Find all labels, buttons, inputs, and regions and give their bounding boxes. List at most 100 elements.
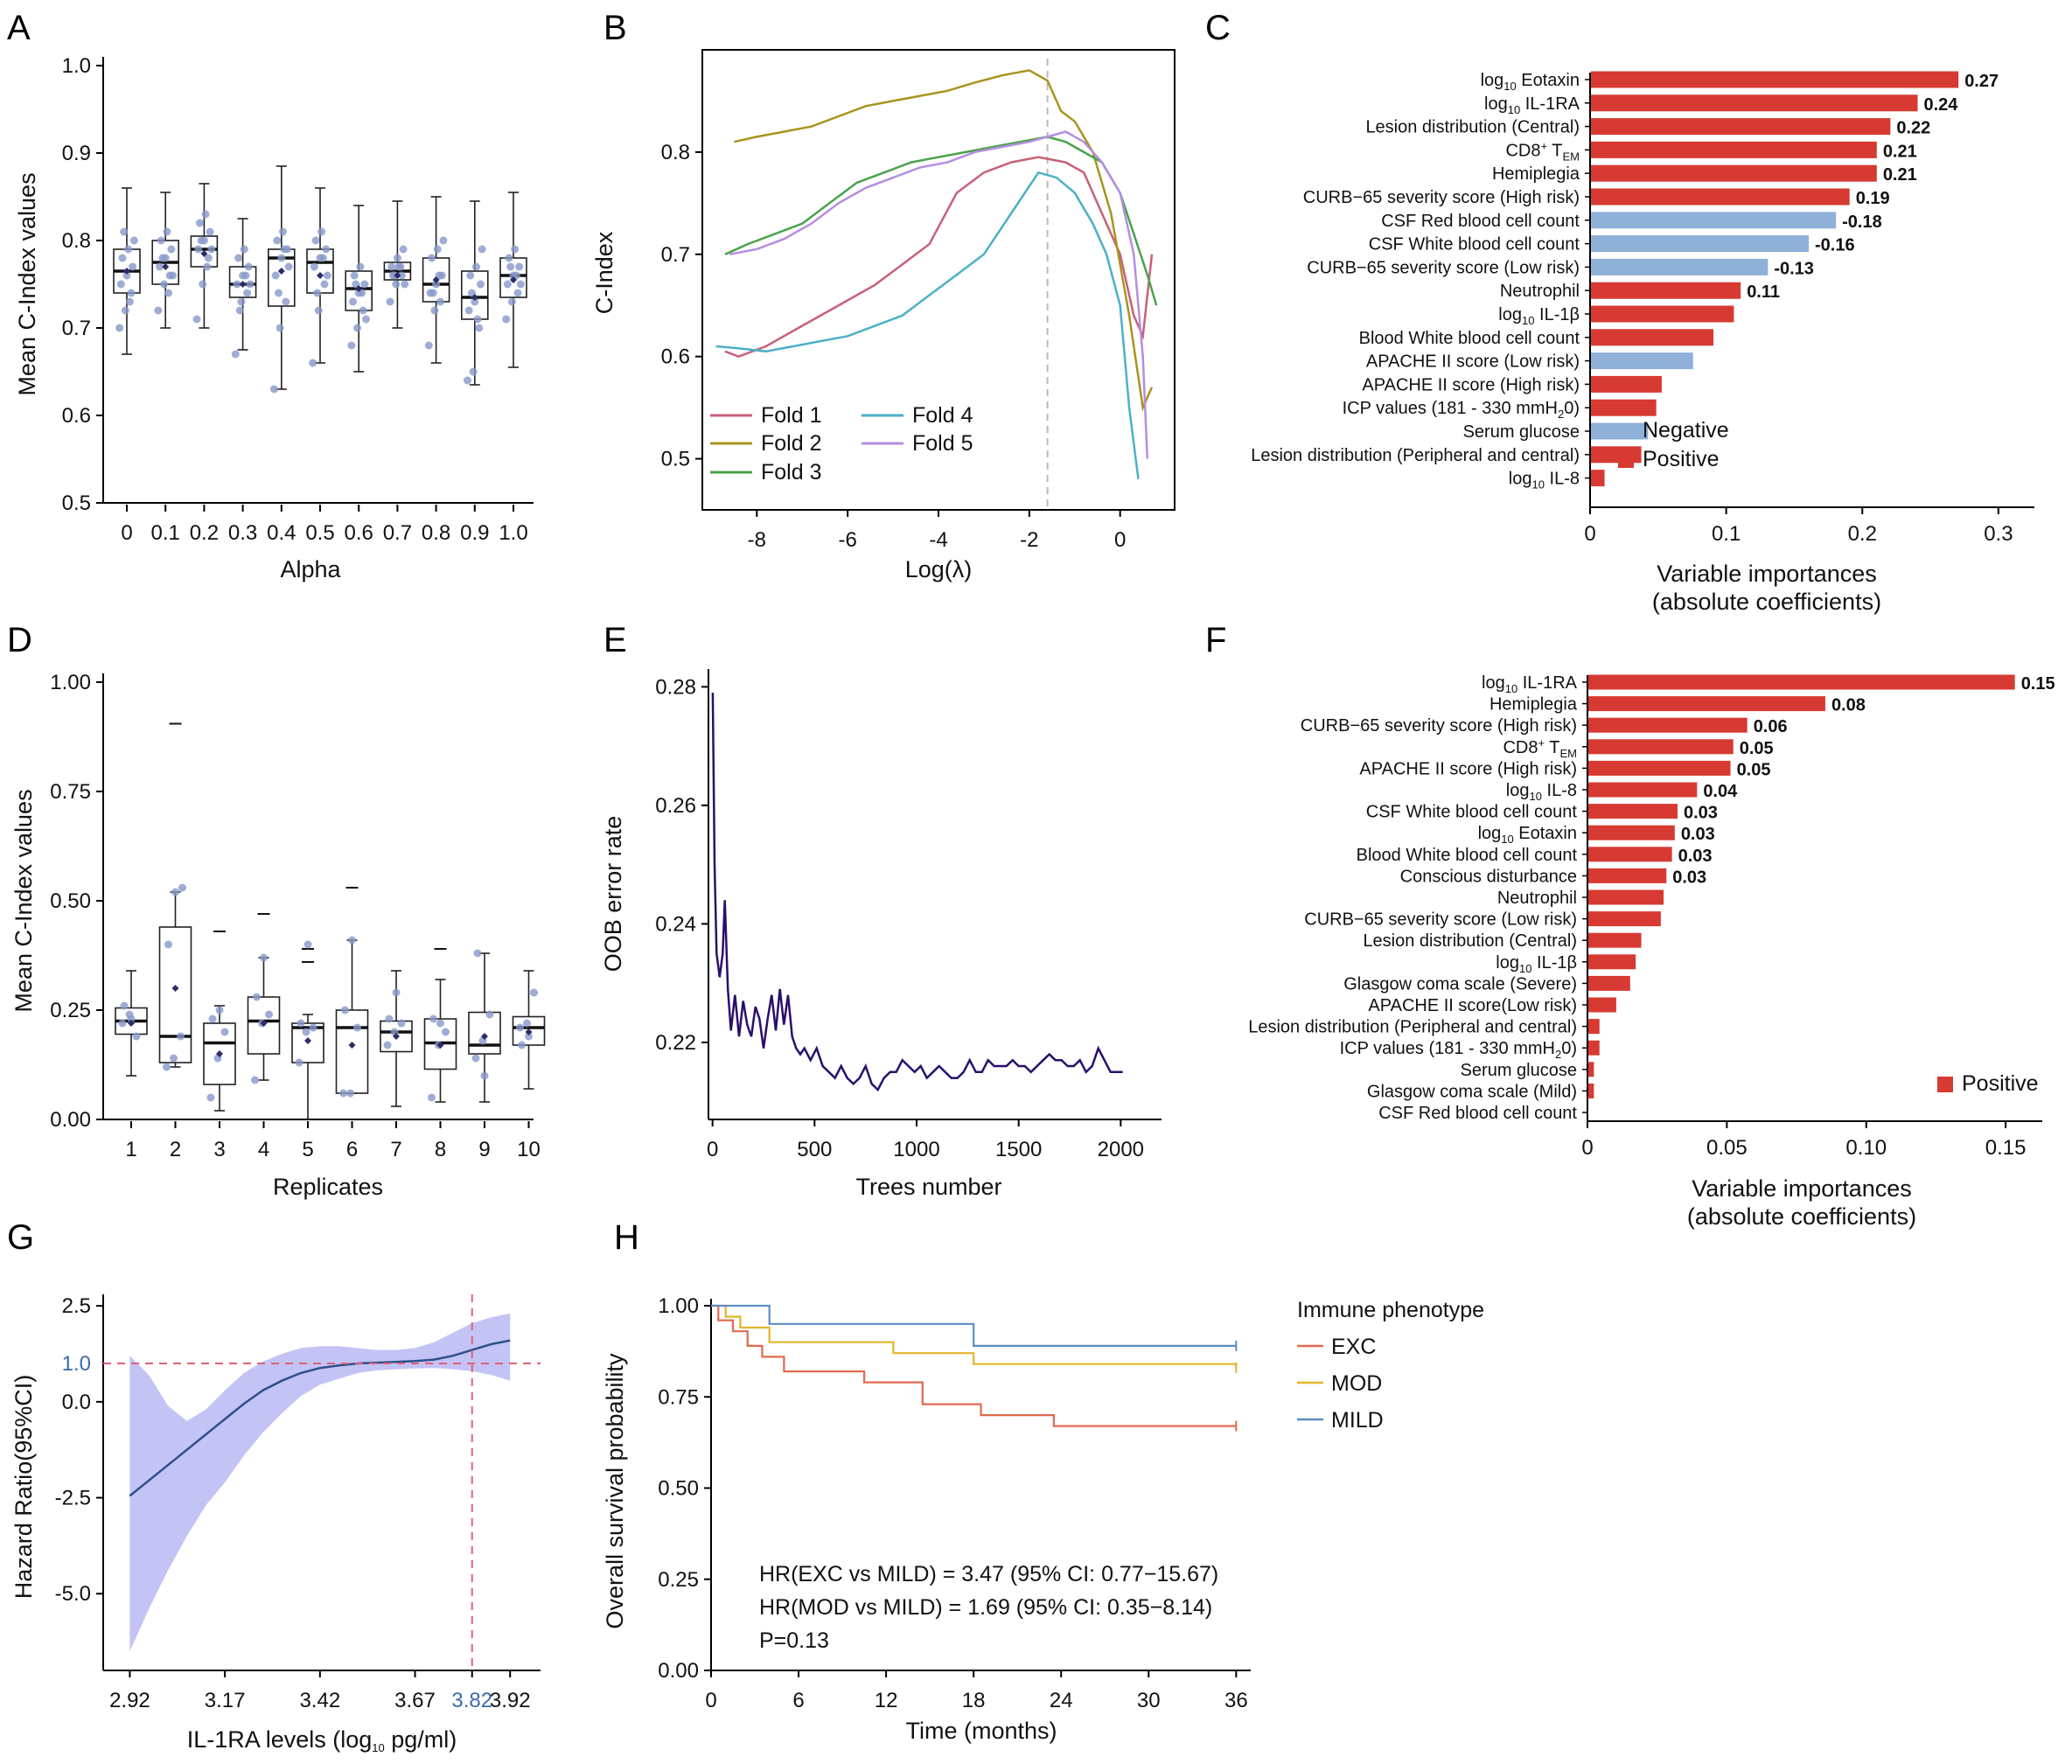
y-tick-label: 0.28 xyxy=(655,675,696,699)
data-point xyxy=(436,297,445,306)
data-point xyxy=(163,227,171,236)
label-part: Hemiplegia xyxy=(1489,695,1578,715)
data-point xyxy=(132,1032,141,1041)
label-part: IL-1β xyxy=(1531,953,1577,973)
y-tick-label: 0.26 xyxy=(655,794,696,818)
importance-bar xyxy=(1591,141,1877,158)
data-point xyxy=(118,254,127,262)
label-part: CSF White blood cell count xyxy=(1369,235,1580,254)
label-part: Lesion distribution (Peripheral and cent… xyxy=(1251,446,1580,465)
label-part: log xyxy=(1481,71,1504,90)
data-point xyxy=(207,245,216,254)
bar-category-label: CSF White blood cell count xyxy=(1369,235,1580,254)
label-part: CSF Red blood cell count xyxy=(1381,212,1580,231)
data-point xyxy=(204,254,213,262)
box xyxy=(335,1009,369,1094)
y-tick-label: 0.22 xyxy=(655,1031,696,1055)
x-tick-label: 5 xyxy=(302,1138,313,1161)
importance-bar xyxy=(1588,825,1675,840)
data-point xyxy=(339,1089,347,1098)
bar-category-label: ICP values (181 - 330 mmH20) xyxy=(1340,1039,1577,1061)
data-point xyxy=(385,1014,394,1023)
data-point xyxy=(485,1010,494,1019)
bar-value-label: 0.05 xyxy=(1737,760,1771,779)
data-point xyxy=(251,1076,259,1084)
bar-value-label: 0.03 xyxy=(1672,868,1706,887)
bar-value-label: 0.15 xyxy=(2021,674,2055,694)
importance-bar xyxy=(1588,674,2015,690)
mean-marker xyxy=(277,268,285,275)
data-point xyxy=(401,280,409,289)
y-axis-title: Mean C-Index values xyxy=(14,172,40,395)
x-axis-title: Log(λ) xyxy=(905,556,973,582)
data-point xyxy=(284,262,293,271)
data-point xyxy=(346,1089,354,1098)
y-tick-label: 0.5 xyxy=(661,448,690,471)
data-point xyxy=(393,254,401,262)
data-point xyxy=(280,245,289,254)
y-axis-title: Mean C-Index values xyxy=(10,789,37,1012)
bar-category-label: log10 IL-1β xyxy=(1498,305,1580,327)
data-point xyxy=(163,1063,171,1071)
data-point xyxy=(273,236,282,245)
legend-label: Negative xyxy=(1643,418,1729,443)
x-tick-label: 0.1 xyxy=(151,521,180,545)
label-part: EM xyxy=(1563,150,1580,163)
data-point xyxy=(309,1023,317,1032)
data-point xyxy=(439,236,448,245)
label-part: log xyxy=(1496,953,1519,973)
data-point xyxy=(511,245,520,254)
annotation-text: HR(MOD vs MILD) = 1.69 (95% CI: 0.35−8.1… xyxy=(759,1595,1212,1620)
series-line xyxy=(724,156,1154,359)
label-part: Lesion distribution (Central) xyxy=(1365,118,1580,137)
importance-bar xyxy=(1591,212,1837,229)
panel-e-oob-line: 0 500 1000 1500 2000 0.22 0.24 0.26 0.28 Trees nu… xyxy=(600,669,1162,1200)
label-part: CURB−65 severity score (Low risk) xyxy=(1304,910,1577,930)
data-point xyxy=(282,297,290,306)
bar-category-label: Glasgow coma scale (Mild) xyxy=(1367,1082,1577,1101)
bar-category-label: CD8+ TEM xyxy=(1505,139,1580,163)
x-tick-label: 7 xyxy=(390,1138,401,1161)
data-point xyxy=(127,289,136,297)
mean-marker xyxy=(128,1020,135,1027)
data-point xyxy=(241,271,250,280)
x-tick-label: 12 xyxy=(875,1689,898,1712)
data-point xyxy=(392,280,401,289)
data-point xyxy=(156,262,164,271)
bar-value-label: 0.22 xyxy=(1896,119,1930,138)
mean-marker xyxy=(432,276,440,283)
data-point xyxy=(433,245,442,254)
data-point xyxy=(502,315,511,324)
data-point xyxy=(436,1019,444,1028)
bar-category-label: Neutrophil xyxy=(1500,282,1580,301)
data-point xyxy=(231,350,240,359)
label-part: 2 xyxy=(1558,408,1564,421)
importance-bar xyxy=(1588,717,1748,733)
bar-category-label: log10 IL-1RA xyxy=(1482,673,1578,695)
label-part: CD8 xyxy=(1505,141,1540,160)
y-tick-label: -5.0 xyxy=(55,1582,91,1606)
data-point xyxy=(432,280,441,289)
data-point xyxy=(296,1019,305,1028)
panel-label-b: B xyxy=(603,9,627,47)
importance-bar xyxy=(1591,94,1918,112)
data-point xyxy=(310,262,318,271)
data-point xyxy=(129,236,138,245)
x-tick-label: 0.15 xyxy=(1985,1136,2027,1160)
data-point xyxy=(386,297,394,306)
panel-label-g: G xyxy=(7,1218,34,1257)
mean-marker xyxy=(216,1050,223,1057)
bar-value-label: 0.21 xyxy=(1883,142,1917,161)
bar-category-label: Serum glucose xyxy=(1463,422,1580,442)
legend-title: Immune phenotype xyxy=(1297,1298,1484,1322)
importance-bar xyxy=(1588,1083,1594,1098)
data-point xyxy=(530,988,538,997)
legend-label: Fold 1 xyxy=(761,403,821,428)
data-point xyxy=(341,1006,349,1014)
data-point xyxy=(429,1014,437,1023)
y-axis-title: Hazard Ratio(95%CI) xyxy=(10,1375,37,1600)
panel-label-e: E xyxy=(603,621,627,659)
hazard-ratio-curve xyxy=(129,1339,511,1497)
x-tick-label: 0 xyxy=(121,521,132,545)
label-part: APACHE II score (High risk) xyxy=(1362,375,1580,394)
